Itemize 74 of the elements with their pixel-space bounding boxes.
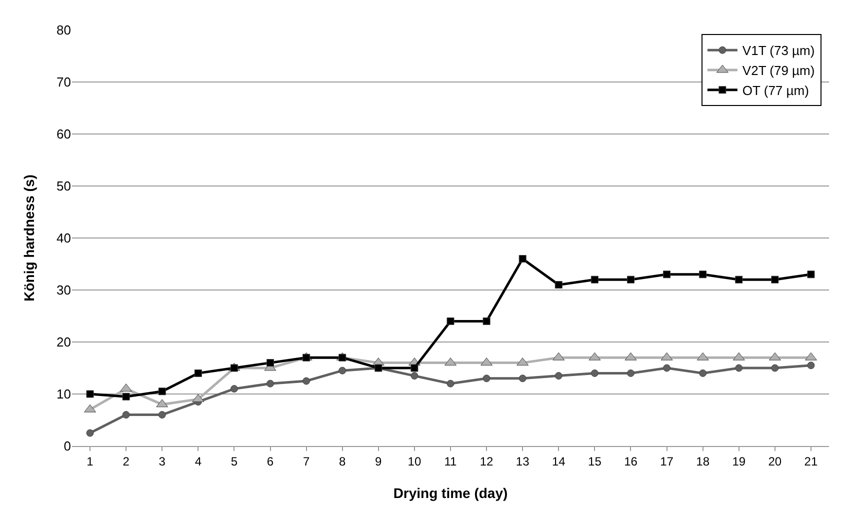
point — [446, 380, 454, 388]
x-tick-label: 21 — [804, 454, 818, 468]
point — [626, 276, 634, 284]
point — [410, 364, 418, 372]
point — [807, 362, 815, 370]
point — [230, 364, 238, 372]
x-tick-label: 20 — [768, 454, 782, 468]
point — [338, 366, 346, 374]
legend-label: OT (77 µm) — [742, 82, 809, 98]
point — [663, 270, 671, 278]
x-tick-label: 13 — [516, 454, 530, 468]
point — [663, 364, 671, 372]
point — [446, 317, 454, 325]
point — [518, 374, 526, 382]
point — [699, 270, 707, 278]
point — [86, 429, 94, 437]
x-tick-label: 10 — [408, 454, 422, 468]
point — [266, 380, 274, 388]
x-tick-label: 15 — [588, 454, 602, 468]
point — [266, 359, 274, 367]
point — [590, 276, 598, 284]
x-tick-label: 9 — [375, 454, 382, 468]
point — [482, 374, 490, 382]
x-tick-label: 16 — [624, 454, 638, 468]
x-tick-label: 14 — [552, 454, 566, 468]
point — [699, 369, 707, 377]
x-tick-label: 8 — [339, 454, 346, 468]
point — [86, 390, 94, 398]
y-tick-label: 20 — [56, 334, 71, 350]
point — [554, 281, 562, 289]
point — [771, 364, 779, 372]
y-axis-title: König hardness (s) — [21, 174, 37, 302]
point — [302, 377, 310, 385]
x-tick-label: 19 — [732, 454, 746, 468]
point — [122, 411, 130, 419]
point — [122, 392, 130, 400]
point — [626, 369, 634, 377]
point — [410, 372, 418, 380]
point — [338, 354, 346, 362]
point — [554, 372, 562, 380]
x-tick-label: 18 — [696, 454, 710, 468]
legend-label: V1T (73 µm) — [742, 43, 815, 58]
point — [735, 276, 743, 284]
point — [518, 255, 526, 263]
x-tick-label: 7 — [302, 454, 310, 468]
y-tick-label: 30 — [56, 282, 71, 298]
point — [158, 411, 166, 419]
point — [302, 354, 310, 362]
x-axis-title: Drying time (day) — [393, 485, 508, 501]
point — [807, 270, 815, 278]
x-tick-label: 17 — [660, 454, 674, 468]
point — [590, 369, 598, 377]
point — [482, 317, 490, 325]
x-tick-label: 1 — [86, 454, 94, 468]
y-tick-label: 80 — [56, 22, 71, 38]
y-tick-label: 0 — [64, 438, 71, 454]
point — [735, 364, 743, 372]
x-tick-label: 11 — [444, 454, 458, 468]
point — [158, 388, 166, 396]
point — [771, 276, 779, 284]
x-tick-label: 6 — [266, 454, 274, 468]
x-tick-label: 5 — [230, 454, 238, 468]
legend-label: V2T (79 µm) — [742, 63, 815, 78]
point — [194, 369, 202, 377]
point — [230, 385, 238, 393]
y-tick-label: 50 — [56, 178, 71, 194]
x-tick-label: 4 — [194, 454, 202, 468]
y-tick-label: 40 — [56, 230, 71, 246]
x-tick-label: 3 — [158, 454, 166, 468]
x-tick-label: 12 — [480, 454, 494, 468]
x-tick-label: 2 — [122, 454, 130, 468]
y-tick-label: 70 — [56, 74, 71, 90]
y-tick-label: 10 — [56, 386, 71, 402]
y-tick-label: 60 — [56, 126, 71, 142]
